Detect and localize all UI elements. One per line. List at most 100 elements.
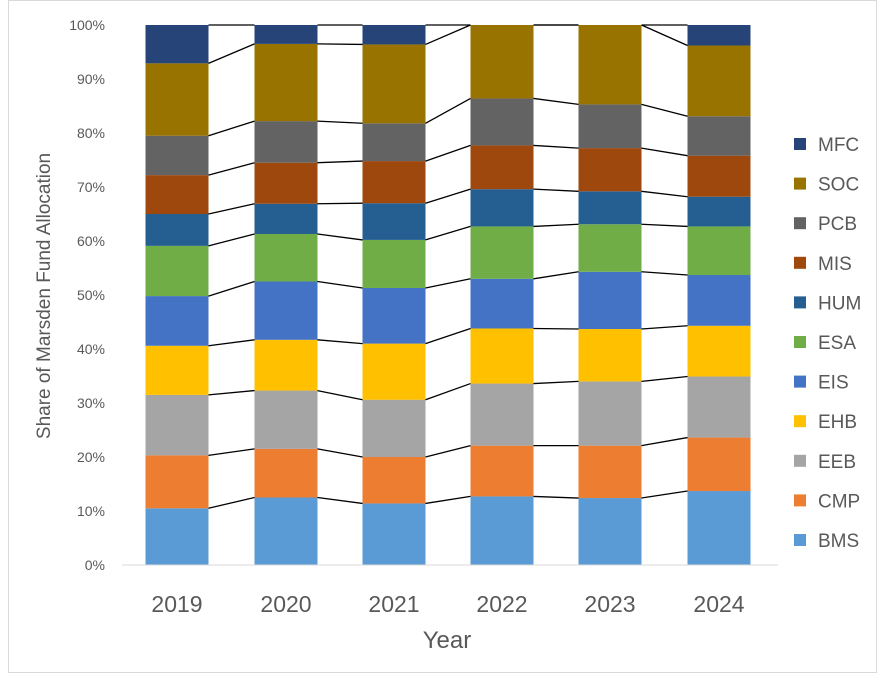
legend-swatch-soc — [794, 177, 806, 190]
legend-swatch-cmp — [794, 494, 806, 507]
bar-segment-esa-2023 — [578, 224, 642, 272]
legend-swatch-hum — [794, 296, 806, 309]
bar-segment-cmp-2021 — [362, 457, 426, 504]
bar-segment-esa-2024 — [687, 226, 751, 276]
bar-segment-ehb-2019 — [145, 345, 209, 395]
legend-swatch-esa — [794, 336, 806, 348]
connector-line-pcb-2019-2020 — [208, 120, 255, 137]
legend-label-cmp: CMP — [818, 491, 860, 512]
bar-segment-pcb-2022 — [470, 98, 534, 146]
bar-segment-soc-2020 — [254, 43, 318, 122]
x-tick-label-2021: 2021 — [368, 591, 419, 617]
bar-segment-bms-2024 — [687, 491, 751, 565]
bar-segment-pcb-2019 — [145, 135, 209, 176]
connector-line-pcb-2023-2024 — [641, 103, 688, 117]
bar-segment-eeb-2020 — [254, 390, 318, 449]
connector-line-bms-2020-2021 — [317, 496, 363, 505]
legend-label-ehb: EHB — [818, 412, 857, 433]
bar-segment-eis-2019 — [145, 296, 209, 346]
legend-label-bms: BMS — [818, 531, 859, 552]
connector-line-esa-2019-2020 — [208, 233, 255, 247]
legend-item-ehb: EHB — [794, 412, 857, 433]
connector-line-hum-2022-2023 — [533, 188, 579, 192]
connector-line-soc-2023-2024 — [641, 24, 688, 47]
bar-segment-mis-2022 — [470, 145, 534, 190]
bar-segment-pcb-2020 — [254, 121, 318, 163]
bar-segment-mfc-2019 — [145, 25, 209, 64]
y-tick-label: 30% — [77, 395, 105, 411]
connector-line-eeb-2021-2022 — [425, 382, 471, 401]
bar-segment-ehb-2024 — [687, 325, 751, 377]
connector-line-hum-2023-2024 — [641, 190, 688, 198]
legend-label-soc: SOC — [818, 175, 859, 196]
y-tick-label: 90% — [77, 71, 105, 87]
connector-line-ehb-2021-2022 — [425, 327, 471, 345]
bar-segment-pcb-2023 — [578, 104, 642, 149]
connector-line-eis-2023-2024 — [641, 271, 688, 276]
bar-segment-eeb-2021 — [362, 399, 426, 457]
connector-line-mis-2022-2023 — [533, 144, 579, 149]
bar-segment-hum-2021 — [362, 203, 426, 240]
bar-segment-cmp-2019 — [145, 455, 209, 509]
connector-line-soc-2021-2022 — [425, 24, 471, 46]
bar-segment-esa-2021 — [362, 239, 426, 288]
bar-segment-cmp-2023 — [578, 445, 642, 499]
bar-segment-hum-2022 — [470, 189, 534, 227]
connector-line-bms-2021-2022 — [425, 495, 471, 505]
bar-segment-eeb-2019 — [145, 394, 209, 456]
bar-segment-ehb-2021 — [362, 343, 426, 400]
bar-segment-bms-2020 — [254, 497, 318, 565]
bar-segment-pcb-2021 — [362, 123, 426, 162]
bar-segment-ehb-2020 — [254, 339, 318, 391]
x-tick-label-2019: 2019 — [151, 591, 202, 617]
bar-segment-eis-2023 — [578, 271, 642, 330]
legend-label-pcb: PCB — [818, 214, 857, 235]
legend-label-eeb: EEB — [818, 452, 856, 473]
bar-segment-soc-2023 — [578, 25, 642, 105]
connector-line-mis-2019-2020 — [208, 162, 255, 176]
connector-line-cmp-2023-2024 — [641, 436, 688, 447]
legend-item-esa: ESA — [794, 333, 856, 354]
connector-line-soc-2020-2021 — [317, 43, 363, 46]
connector-line-esa-2022-2023 — [533, 223, 579, 228]
legend-item-hum: HUM — [794, 293, 861, 314]
legend-label-hum: HUM — [818, 293, 861, 314]
bar-segment-ehb-2022 — [470, 328, 534, 384]
bar-segment-hum-2020 — [254, 203, 318, 234]
y-tick-label: 100% — [69, 17, 105, 33]
bar-segment-bms-2023 — [578, 498, 642, 565]
connector-line-eeb-2022-2023 — [533, 380, 579, 385]
connector-line-hum-2021-2022 — [425, 188, 471, 204]
y-tick-label: 70% — [77, 179, 105, 195]
connector-line-bms-2023-2024 — [641, 490, 688, 499]
connector-line-mis-2021-2022 — [425, 144, 471, 162]
connector-line-cmp-2021-2022 — [425, 445, 471, 458]
legend-label-mis: MIS — [818, 254, 852, 275]
x-axis-title: Year — [423, 627, 472, 654]
connector-line-hum-2019-2020 — [208, 203, 255, 215]
legend-item-eeb: EEB — [794, 452, 856, 473]
bar-segment-soc-2021 — [362, 44, 426, 124]
legend: MFC SOC PCB MIS HUM ESA EIS EHB EEB CMP BMS — [794, 135, 861, 552]
bar-segment-cmp-2022 — [470, 445, 534, 497]
legend-swatch-bms — [794, 534, 806, 546]
bar-segment-esa-2022 — [470, 226, 534, 279]
connector-line-bms-2022-2023 — [533, 495, 579, 499]
bar-segment-esa-2020 — [254, 233, 318, 282]
bar-segment-pcb-2024 — [687, 116, 751, 156]
legend-item-soc: SOC — [794, 175, 859, 196]
bar-segment-ehb-2023 — [578, 329, 642, 382]
series-connector-lines-top — [208, 24, 688, 509]
connector-line-eeb-2023-2024 — [641, 375, 688, 383]
y-axis-tick-labels: 0% 10% 20% 30% 40% 50% 60% 70% 80% 90% 100% — [69, 17, 105, 573]
connector-line-eis-2022-2023 — [533, 271, 579, 280]
legend-item-mfc: MFC — [794, 135, 859, 156]
bar-segment-mfc-2020 — [254, 25, 318, 44]
bar-segment-eis-2021 — [362, 287, 426, 344]
bar-segment-eeb-2023 — [578, 381, 642, 446]
x-tick-label-2023: 2023 — [584, 591, 635, 617]
legend-item-eis: EIS — [794, 373, 849, 394]
legend-swatch-mfc — [794, 138, 806, 150]
connector-line-esa-2023-2024 — [641, 223, 688, 228]
